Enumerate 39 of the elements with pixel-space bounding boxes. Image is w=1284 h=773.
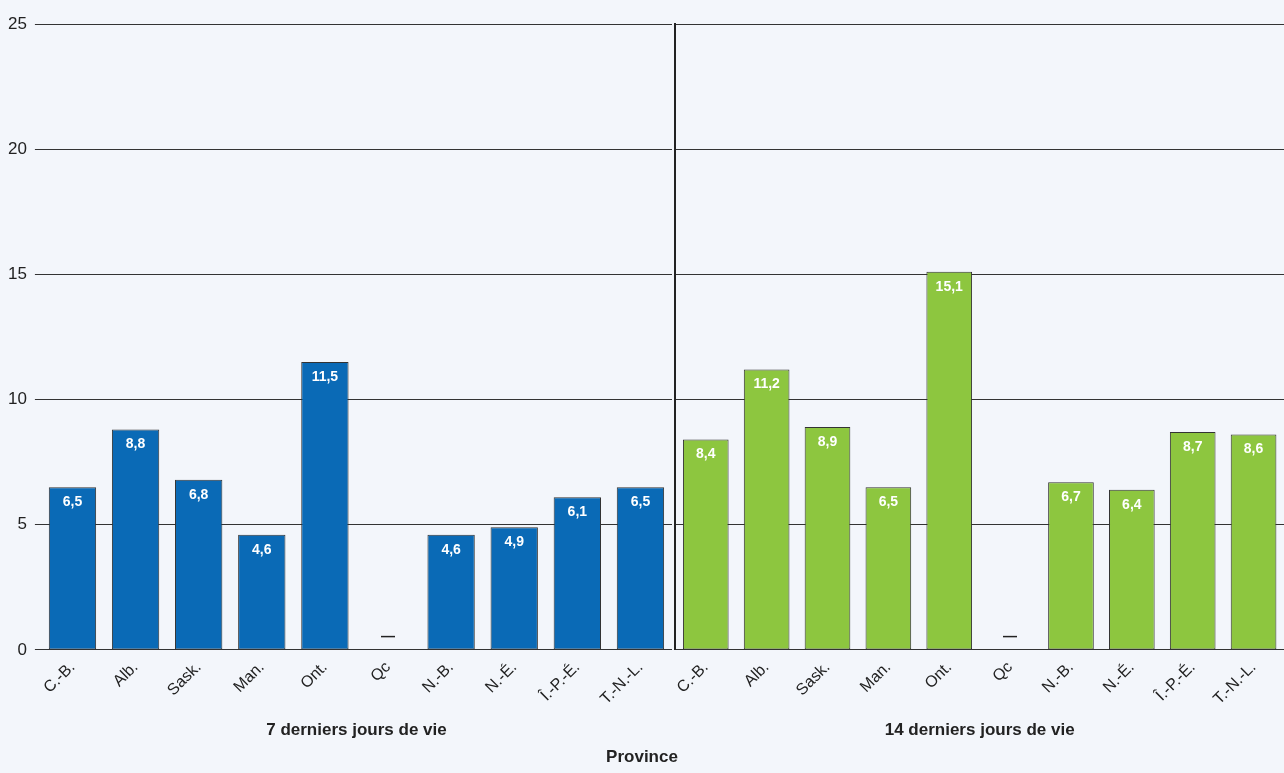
data-label: 6,4: [1122, 495, 1142, 512]
x-tick-label: Man.: [229, 657, 268, 696]
x-tick-label: Ont.: [921, 657, 955, 692]
x-tick-label: C.-B.: [39, 657, 78, 696]
data-label: 6,5: [62, 493, 83, 510]
text: —: [381, 627, 396, 644]
y-tick-label: 5: [17, 514, 27, 534]
x-axis-title: 14 derniers jours de vie: [884, 720, 1075, 740]
data-label: 8,8: [125, 435, 146, 452]
x-tick-label: Qc: [988, 657, 1016, 685]
x-axis-title: 7 derniers jours de vie: [266, 720, 447, 740]
data-label: 4,9: [504, 533, 525, 550]
data-label: 15,1: [935, 277, 964, 294]
data-label: 8,7: [1182, 437, 1203, 454]
data-label: 11,5: [311, 367, 339, 384]
y-tick-label: 20: [7, 138, 27, 158]
y-tick-label: 10: [7, 389, 27, 409]
y-tick-label: 15: [7, 264, 27, 284]
data-label: 8,4: [696, 445, 716, 462]
x-tick-label: Man.: [856, 657, 894, 696]
data-label: 6,5: [630, 493, 651, 510]
data-label: 6,5: [878, 493, 899, 510]
text: —: [1003, 627, 1018, 644]
data-label: 8,6: [1243, 440, 1264, 457]
x-tick-label: Qc: [366, 657, 394, 685]
text: Province: [605, 746, 679, 768]
data-label: 11,2: [753, 375, 781, 392]
data-label: 4,6: [441, 540, 462, 557]
data-label: 8,9: [817, 432, 838, 449]
data-label: 6,7: [1061, 488, 1081, 505]
x-tick-label: C.-B.: [673, 657, 712, 696]
y-tick-label: 0: [17, 639, 27, 659]
data-label: 4,6: [252, 540, 272, 557]
data-label: 6,8: [188, 485, 209, 502]
x-tick-label: Alb.: [109, 657, 141, 690]
x-tick-label: Alb.: [740, 657, 772, 690]
data-label: 6,1: [567, 503, 588, 520]
x-tick-label: Ont.: [296, 657, 331, 692]
y-tick-label: 25: [7, 13, 27, 33]
